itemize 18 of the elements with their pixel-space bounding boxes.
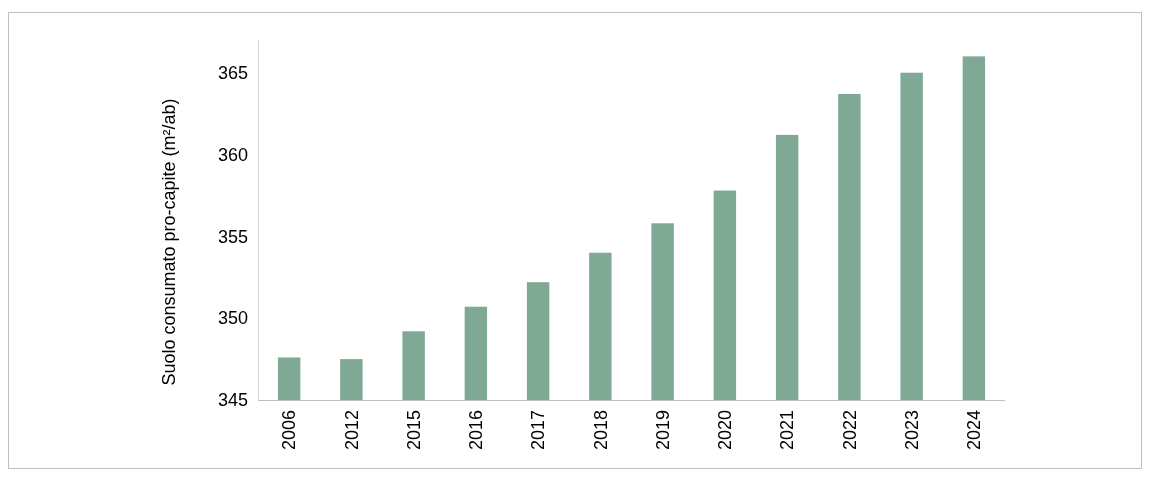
x-tick-label: 2015	[403, 410, 424, 451]
x-tick-label: 2022	[839, 410, 860, 451]
y-axis-title: Suolo consumato pro-capite (m²/ab)	[159, 98, 179, 386]
y-tick-label: 350	[217, 308, 248, 329]
x-tick-label: 2020	[715, 410, 736, 451]
y-tick-label: 365	[217, 62, 248, 83]
x-tick-label: 2019	[652, 410, 673, 451]
x-tick-label: 2023	[901, 410, 922, 451]
y-tick-label: 360	[217, 144, 248, 165]
x-tick-label: 2018	[590, 410, 611, 451]
y-tick-label: 355	[217, 226, 248, 247]
x-tick-label: 2017	[528, 410, 549, 451]
x-tick-label: 2016	[466, 410, 487, 451]
y-tick-label: 345	[217, 390, 248, 411]
x-tick-label: 2012	[341, 410, 362, 451]
x-tick-label: 2006	[279, 410, 300, 451]
x-tick-label: 2024	[964, 410, 985, 451]
x-tick-label: 2021	[777, 410, 798, 451]
